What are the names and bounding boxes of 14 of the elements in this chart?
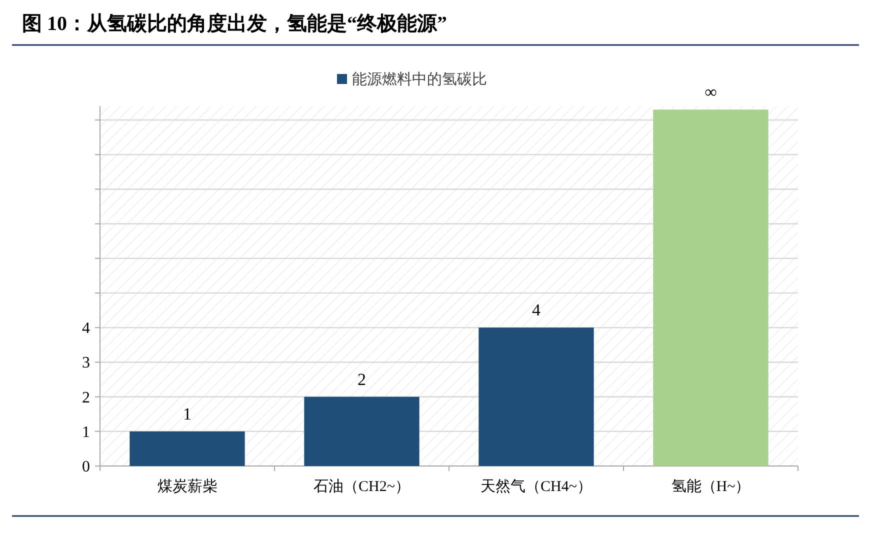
data-label: 2 (358, 370, 366, 389)
y-tick-label: 3 (82, 354, 90, 372)
x-tick-label: 氢能（H~） (671, 478, 750, 495)
data-label: ∞ (704, 82, 717, 102)
y-tick-label: 0 (82, 458, 90, 476)
y-tick-label: 2 (82, 389, 90, 406)
data-label: 4 (532, 300, 541, 320)
x-tick-label: 石油（CH2~） (314, 478, 410, 495)
y-tick-label: 4 (82, 320, 90, 338)
y-tick-label: 1 (82, 424, 90, 441)
title: 图 10：从氢碳比的角度出发，氢能是“终极能源” (22, 13, 447, 35)
x-tick-label: 天然气（CH4~） (480, 478, 592, 495)
x-tick-label: 煤炭薪柴 (157, 478, 218, 495)
data-label: 1 (183, 404, 192, 424)
